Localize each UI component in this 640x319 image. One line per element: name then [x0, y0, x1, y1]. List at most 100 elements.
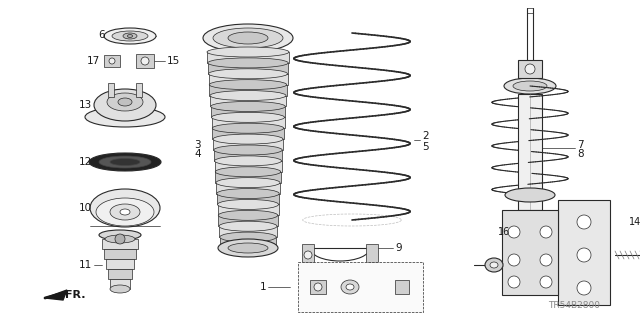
Circle shape: [109, 58, 115, 64]
Text: 13: 13: [79, 100, 92, 110]
Ellipse shape: [218, 199, 278, 210]
Bar: [219, 226, 277, 237]
Bar: [136, 54, 154, 68]
Ellipse shape: [89, 153, 161, 171]
Ellipse shape: [110, 204, 140, 220]
Bar: [209, 85, 287, 96]
Ellipse shape: [213, 134, 283, 144]
Bar: [218, 215, 278, 226]
Ellipse shape: [211, 112, 285, 122]
Ellipse shape: [110, 285, 130, 293]
Text: 1: 1: [259, 282, 266, 292]
Bar: [209, 74, 287, 85]
Ellipse shape: [220, 232, 276, 242]
Ellipse shape: [214, 156, 282, 166]
Circle shape: [304, 251, 312, 259]
Ellipse shape: [490, 262, 498, 268]
Circle shape: [577, 248, 591, 262]
Ellipse shape: [90, 189, 160, 227]
Ellipse shape: [104, 28, 156, 44]
Ellipse shape: [107, 93, 143, 111]
Bar: [502, 210, 558, 295]
Ellipse shape: [110, 159, 140, 166]
Bar: [302, 244, 314, 262]
Ellipse shape: [118, 98, 132, 106]
Ellipse shape: [209, 80, 287, 90]
Bar: [136, 83, 142, 97]
Text: 16: 16: [498, 227, 510, 237]
Bar: [104, 55, 120, 67]
Text: 7: 7: [577, 140, 584, 150]
Circle shape: [577, 281, 591, 295]
Text: 14: 14: [629, 217, 640, 227]
Ellipse shape: [85, 107, 165, 127]
Ellipse shape: [218, 210, 278, 220]
Ellipse shape: [218, 239, 278, 257]
Bar: [108, 83, 114, 97]
Ellipse shape: [96, 198, 154, 226]
Ellipse shape: [203, 24, 293, 52]
Ellipse shape: [228, 243, 268, 253]
Ellipse shape: [214, 145, 282, 155]
Ellipse shape: [112, 31, 148, 41]
Ellipse shape: [513, 81, 547, 91]
Bar: [217, 194, 279, 204]
Text: 11: 11: [79, 260, 92, 270]
Bar: [214, 150, 282, 161]
Text: 8: 8: [577, 149, 584, 159]
Text: FR.: FR.: [65, 290, 86, 300]
Circle shape: [508, 226, 520, 238]
Bar: [211, 107, 285, 117]
Bar: [366, 244, 378, 262]
Bar: [558, 200, 610, 305]
Ellipse shape: [485, 258, 503, 272]
Text: TR54B2800: TR54B2800: [548, 301, 600, 310]
Ellipse shape: [505, 188, 555, 202]
Text: 2: 2: [422, 131, 429, 141]
Bar: [212, 128, 284, 139]
Ellipse shape: [210, 91, 286, 100]
Ellipse shape: [346, 284, 354, 290]
Bar: [216, 183, 280, 194]
Ellipse shape: [215, 167, 281, 177]
Ellipse shape: [123, 33, 137, 39]
Ellipse shape: [94, 89, 156, 121]
Text: 6: 6: [99, 30, 105, 40]
Bar: [518, 60, 542, 78]
Bar: [518, 94, 542, 210]
Bar: [110, 279, 130, 289]
Ellipse shape: [213, 28, 283, 48]
Bar: [220, 237, 276, 248]
Circle shape: [508, 276, 520, 288]
Circle shape: [540, 276, 552, 288]
Bar: [211, 117, 285, 128]
Ellipse shape: [504, 78, 556, 94]
Circle shape: [577, 215, 591, 229]
Polygon shape: [45, 290, 67, 300]
Ellipse shape: [207, 47, 289, 57]
Bar: [210, 96, 286, 107]
Ellipse shape: [341, 280, 359, 294]
Ellipse shape: [105, 235, 135, 243]
Bar: [104, 249, 136, 259]
Ellipse shape: [219, 221, 277, 231]
Text: 4: 4: [195, 149, 201, 159]
Bar: [218, 204, 278, 215]
Ellipse shape: [127, 34, 132, 38]
Ellipse shape: [99, 156, 151, 168]
Text: 5: 5: [422, 142, 429, 152]
Text: 10: 10: [79, 203, 92, 213]
Circle shape: [540, 254, 552, 266]
Text: 9: 9: [395, 243, 402, 253]
Text: 15: 15: [167, 56, 180, 66]
Bar: [395, 280, 409, 294]
Bar: [310, 280, 326, 294]
Ellipse shape: [217, 189, 279, 198]
Text: 17: 17: [87, 56, 100, 66]
Bar: [102, 239, 138, 249]
Bar: [106, 259, 134, 269]
Bar: [208, 63, 288, 74]
Bar: [108, 269, 132, 279]
Ellipse shape: [99, 230, 141, 240]
Ellipse shape: [209, 69, 287, 79]
